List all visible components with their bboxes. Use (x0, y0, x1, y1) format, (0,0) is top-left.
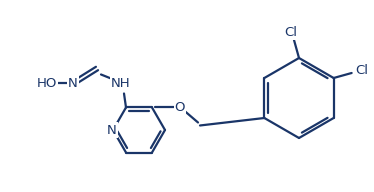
Text: N: N (107, 123, 117, 137)
Text: Cl: Cl (285, 26, 297, 39)
Text: O: O (175, 101, 185, 114)
Text: HO: HO (37, 77, 57, 90)
Text: N: N (68, 77, 78, 90)
Text: Cl: Cl (355, 64, 368, 76)
Text: NH: NH (111, 77, 131, 90)
